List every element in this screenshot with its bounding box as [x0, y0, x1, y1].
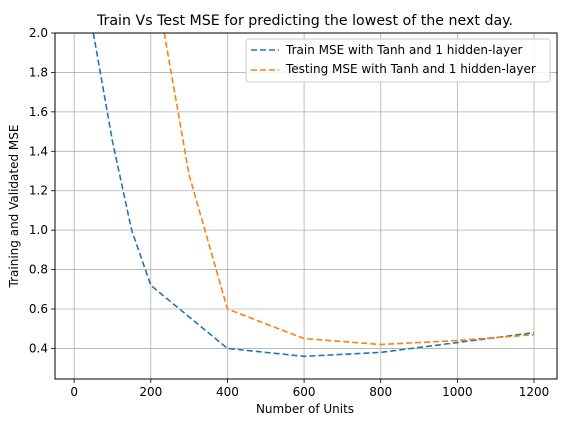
x-axis-label: Number of Units [256, 402, 354, 416]
x-tick-label: 1000 [442, 385, 473, 399]
series-lines [92, 32, 535, 358]
y-tick-label: 1.0 [29, 223, 48, 237]
x-tick-label: 800 [369, 385, 392, 399]
legend-label-test: Testing MSE with Tanh and 1 hidden-layer [285, 62, 536, 76]
y-tick-label: 0.8 [29, 263, 48, 277]
x-tick-label: 0 [70, 385, 78, 399]
legend-label-train: Train MSE with Tanh and 1 hidden-layer [285, 43, 522, 57]
series-line-train [92, 32, 535, 358]
axis-ticks: 0 200 400 600 800 1000 1200 0.4 0.6 0.8 1.0 1.2 1.4 1… [29, 26, 549, 399]
y-tick-label: 1.2 [29, 184, 48, 198]
y-tick-label: 1.8 [29, 65, 48, 79]
y-tick-label: 1.4 [29, 144, 48, 158]
y-tick-label: 2.0 [29, 26, 48, 40]
chart-title: Train Vs Test MSE for predicting the low… [96, 13, 513, 29]
series-line-test [163, 32, 535, 346]
x-tick-label: 1200 [519, 385, 550, 399]
plot-area-frame [54, 32, 558, 380]
y-axis-label: Training and Validated MSE [7, 125, 21, 289]
x-tick-label: 400 [216, 385, 239, 399]
x-tick-label: 600 [293, 385, 316, 399]
grid-lines [55, 32, 557, 379]
x-tick-label: 200 [139, 385, 162, 399]
legend-box [245, 38, 551, 83]
y-tick-label: 0.6 [29, 302, 48, 316]
legend: Train MSE with Tanh and 1 hidden-layer T… [245, 38, 551, 83]
y-tick-label: 1.6 [29, 105, 48, 119]
y-tick-label: 0.4 [29, 341, 48, 355]
